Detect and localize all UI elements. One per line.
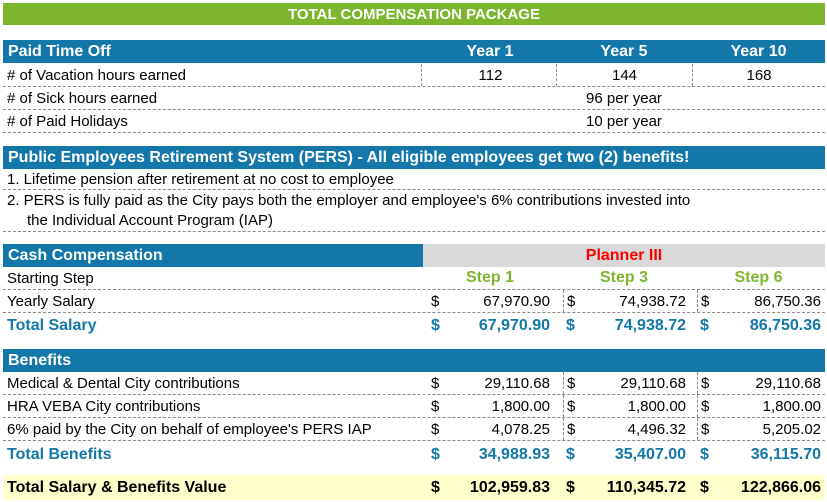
vacation-label: # of Vacation hours earned [7,66,187,84]
total-benefits-step-6: 36,115.70 [750,445,821,463]
currency-symbol: $ [431,420,440,438]
currency-symbol: $ [563,418,575,440]
currency-symbol: $ [431,478,440,496]
pers-iap-step-1: 4,078.25 [491,420,550,438]
currency-symbol: $ [563,372,575,394]
benefits-header: Benefits [3,349,825,372]
sick-label: # of Sick hours earned [7,89,158,107]
currency-symbol: $ [431,317,440,334]
salary-step-3: 74,938.72 [619,292,686,310]
grand-total-row: Total Salary & Benefits Value $ 102,959.… [3,475,825,500]
vacation-year-1: 112 [421,64,559,86]
step-3-header: Step 3 [599,269,648,286]
step-6-header: Step 6 [734,269,783,286]
total-salary-step-1: 67,970.90 [478,317,550,334]
currency-symbol: $ [700,478,709,496]
grand-total-step-6: 122,866.06 [740,478,821,496]
year-10-header: Year 10 [730,42,787,60]
vacation-year-10: 168 [692,64,825,86]
grand-total-step-1: 102,959.83 [469,478,550,496]
currency-symbol: $ [431,292,440,310]
vacation-row: # of Vacation hours earned 112 144 168 [3,64,825,87]
pers-item-2-cont-row: the Individual Account Program (IAP) [3,210,825,232]
hra-step-3: 1,800.00 [627,397,686,415]
total-salary-step-6: 86,750.36 [749,317,821,334]
starting-step-row: Starting Step Step 1 Step 3 Step 6 [3,267,825,290]
currency-symbol: $ [563,395,575,417]
salary-step-6: 86,750.36 [754,292,821,310]
hra-label: HRA VEBA City contributions [7,397,201,415]
total-benefits-step-1: 34,988.93 [478,445,550,463]
holidays-value: 10 per year [586,112,662,130]
sheet-title: TOTAL COMPENSATION PACKAGE [3,3,825,25]
salary-step-1: 67,970.90 [483,292,550,310]
pers-item-2-row: 2. PERS is fully paid as the City pays b… [3,190,825,210]
pers-item-1-row: 1. Lifetime pension after retirement at … [3,169,825,190]
pers-item-1: 1. Lifetime pension after retirement at … [7,170,394,188]
year-1-header: Year 1 [466,42,514,60]
currency-symbol: $ [697,418,709,440]
pers-item-2-cont: the Individual Account Program (IAP) [27,212,273,229]
pers-iap-label: 6% paid by the City on behalf of employe… [7,420,372,438]
hra-step-6: 1,800.00 [762,397,821,415]
year-5-header: Year 5 [600,42,648,60]
hra-step-1: 1,800.00 [491,397,550,415]
starting-step-label: Starting Step [7,269,94,287]
medical-step-6: 29,110.68 [755,374,821,392]
currency-symbol: $ [431,397,440,415]
pers-header: Public Employees Retirement System (PERS… [3,146,825,169]
pers-iap-row: 6% paid by the City on behalf of employe… [3,418,825,441]
total-salary-label: Total Salary [7,317,97,334]
currency-symbol: $ [697,290,709,312]
pers-heading: Public Employees Retirement System (PERS… [8,148,690,166]
hra-row: HRA VEBA City contributions $ 1,800.00 $… [3,395,825,418]
medical-row: Medical & Dental City contributions $ 29… [3,372,825,395]
holidays-row: # of Paid Holidays 10 per year [3,110,825,133]
cash-header: Cash Compensation Planner III [3,244,825,267]
currency-symbol: $ [697,395,709,417]
yearly-salary-row: Yearly Salary $ 67,970.90 $ 74,938.72 $ … [3,290,825,313]
medical-label: Medical & Dental City contributions [7,374,240,392]
cash-heading: Cash Compensation [3,244,423,267]
medical-step-3: 29,110.68 [620,374,686,392]
medical-step-1: 29,110.68 [484,374,550,392]
currency-symbol: $ [697,372,709,394]
currency-symbol: $ [566,478,575,496]
total-salary-row: Total Salary $ 67,970.90 $ 74,938.72 $ 8… [3,313,825,339]
currency-symbol: $ [700,317,709,334]
currency-symbol: $ [563,290,575,312]
position-title: Planner III [423,244,825,267]
pto-heading: Paid Time Off [8,42,111,60]
total-salary-step-3: 74,938.72 [614,317,686,334]
holidays-label: # of Paid Holidays [7,112,128,130]
pers-iap-step-6: 5,205.02 [762,420,821,438]
currency-symbol: $ [431,445,440,463]
pers-iap-step-3: 4,496.32 [627,420,686,438]
step-1-header: Step 1 [465,269,514,286]
currency-symbol: $ [700,445,709,463]
total-benefits-row: Total Benefits $ 34,988.93 $ 35,407.00 $… [3,441,825,468]
yearly-salary-label: Yearly Salary [7,292,95,310]
title-row: TOTAL COMPENSATION PACKAGE [3,3,825,25]
sick-value: 96 per year [586,89,662,107]
currency-symbol: $ [431,374,440,392]
currency-symbol: $ [566,317,575,334]
total-benefits-step-3: 35,407.00 [614,445,686,463]
grand-total-step-3: 110,345.72 [606,478,686,496]
vacation-year-5: 144 [556,64,692,86]
pers-item-2: 2. PERS is fully paid as the City pays b… [7,191,691,209]
pto-header: Paid Time Off Year 1 Year 5 Year 10 [3,40,825,63]
sick-row: # of Sick hours earned 96 per year [3,87,825,110]
grand-total-label: Total Salary & Benefits Value [7,478,227,496]
total-benefits-label: Total Benefits [7,445,112,463]
currency-symbol: $ [566,445,575,463]
benefits-heading: Benefits [8,351,72,369]
